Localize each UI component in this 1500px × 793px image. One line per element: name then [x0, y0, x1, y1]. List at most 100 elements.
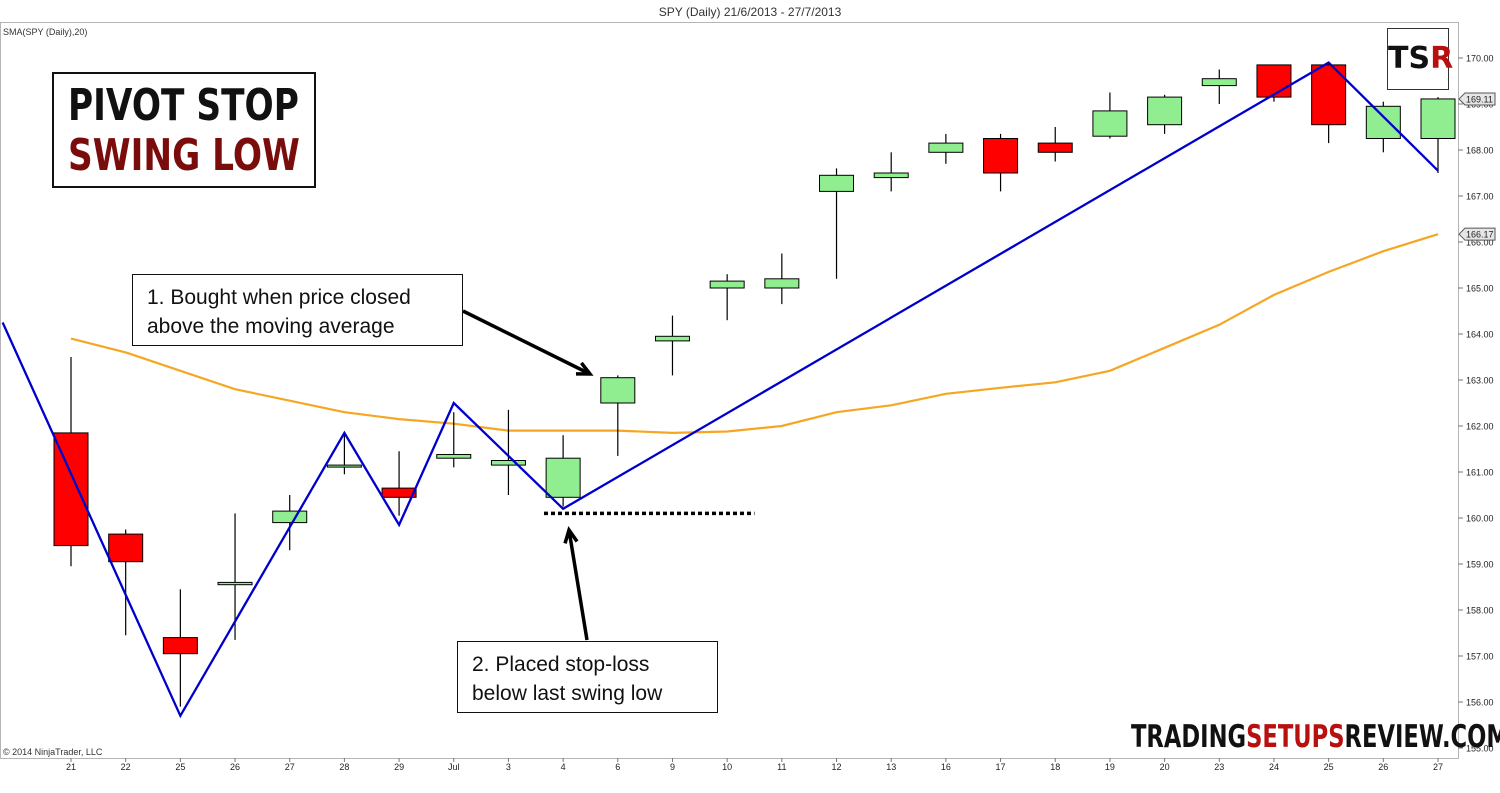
- candle-body: [272, 510, 308, 524]
- arrow-head: [563, 526, 579, 544]
- candle-body: [709, 280, 745, 289]
- note-bought-line-2: above the moving average: [147, 315, 395, 338]
- x-tick-label: 28: [339, 762, 349, 772]
- candle: [108, 529, 144, 636]
- chart-title: SPY (Daily) 21/6/2013 - 27/7/2013: [659, 5, 842, 19]
- candle: [162, 589, 198, 707]
- arrow-to-entry: [462, 309, 594, 376]
- candle: [928, 133, 964, 164]
- candle: [873, 152, 909, 192]
- x-tick-label: 26: [230, 762, 240, 772]
- y-tick-label: 155.00: [1466, 744, 1494, 754]
- x-tick-label: 3: [506, 762, 511, 772]
- candle-body: [1092, 110, 1128, 137]
- price-marker-tag: [1458, 227, 1496, 241]
- x-tick-label: 17: [996, 762, 1006, 772]
- arrow-head: [575, 361, 594, 376]
- candle-body: [1365, 105, 1401, 140]
- site-watermark: TRADINGSETUPSREVIEW.COM: [1131, 719, 1500, 759]
- x-tick-label: 16: [941, 762, 951, 772]
- candle-body: [1420, 98, 1456, 140]
- y-tick-label: 165.00: [1466, 284, 1494, 294]
- logo-text-b: R: [1430, 41, 1454, 76]
- candle-body: [873, 172, 909, 179]
- candle-body: [108, 533, 144, 563]
- x-tick-label: 21: [66, 762, 76, 772]
- title-box: PIVOT STOP SWING LOW: [52, 72, 316, 188]
- swing-zigzag-line: [1, 61, 1439, 719]
- candle: [490, 409, 526, 495]
- candle: [1256, 64, 1292, 102]
- candle: [1037, 127, 1073, 162]
- candle-body: [1147, 96, 1183, 126]
- watermark-part-1: TRADING: [1131, 719, 1247, 755]
- tsr-logo: TSR: [1387, 28, 1453, 90]
- candle: [53, 357, 89, 567]
- sma-line: [70, 233, 1439, 435]
- price-marker-tag: [1458, 92, 1496, 106]
- y-tick-label: 157.00: [1466, 652, 1494, 662]
- x-tick-label: 20: [1160, 762, 1170, 772]
- candle: [819, 168, 855, 279]
- candle: [326, 432, 362, 475]
- price-marker-label: 169.11: [1466, 94, 1493, 104]
- candle: [545, 435, 581, 507]
- y-tick-label: 158.00: [1466, 606, 1494, 616]
- x-tick-label: 24: [1269, 762, 1279, 772]
- y-tick-label: 160.00: [1466, 514, 1494, 524]
- candle: [272, 495, 308, 551]
- candle: [1147, 94, 1183, 134]
- x-tick-label: 10: [722, 762, 732, 772]
- y-tick-label: 156.00: [1466, 698, 1494, 708]
- y-tick-label: 161.00: [1466, 468, 1494, 478]
- x-tick-label: Jul: [448, 762, 460, 772]
- y-tick-label: 159.00: [1466, 560, 1494, 570]
- price-marker-label: 166.17: [1466, 230, 1494, 240]
- title-line-2: SWING LOW: [68, 130, 300, 181]
- candle-body: [545, 457, 581, 498]
- plot-frame: [0, 22, 1459, 759]
- candle: [1420, 97, 1456, 173]
- candle: [654, 315, 690, 376]
- x-tick-label: 18: [1050, 762, 1060, 772]
- candle-body: [600, 377, 636, 404]
- candle-body: [436, 454, 472, 459]
- candle-body: [928, 142, 964, 153]
- y-tick-label: 167.00: [1466, 192, 1494, 202]
- x-tick-label: 4: [561, 762, 566, 772]
- note-stop-line-2: below last swing low: [472, 682, 663, 705]
- x-tick-label: 25: [175, 762, 185, 772]
- y-tick-label: 163.00: [1466, 376, 1494, 386]
- watermark-part-2: SETUPS: [1246, 719, 1345, 755]
- candle-body: [217, 581, 253, 586]
- candle: [764, 253, 800, 305]
- note-stop-line-1: 2. Placed stop-loss: [472, 653, 650, 676]
- title-line-1: PIVOT STOP: [68, 80, 299, 131]
- y-tick-label: 166.00: [1466, 238, 1494, 248]
- x-tick-label: 23: [1214, 762, 1224, 772]
- candle: [1092, 92, 1128, 139]
- candle-body: [381, 487, 417, 498]
- y-tick-label: 168.00: [1466, 146, 1494, 156]
- arrow-to-stop: [563, 526, 589, 641]
- candle-body: [654, 335, 690, 342]
- x-tick-label: 6: [615, 762, 620, 772]
- watermark-part-3: REVIEW.COM: [1344, 719, 1500, 755]
- y-tick-label: 162.00: [1466, 422, 1494, 432]
- x-tick-label: 25: [1324, 762, 1334, 772]
- candle: [381, 451, 417, 516]
- candle: [217, 513, 253, 640]
- note-bought: 1. Bought when price closed above the mo…: [132, 274, 463, 346]
- x-tick-label: 19: [1105, 762, 1115, 772]
- candle-body: [326, 464, 362, 468]
- copyright-text: © 2014 NinjaTrader, LLC: [3, 747, 103, 757]
- candle: [983, 133, 1019, 192]
- x-tick-label: 12: [832, 762, 842, 772]
- candle: [436, 412, 472, 468]
- candle-body: [819, 174, 855, 192]
- candle-body: [1201, 78, 1237, 87]
- candle-body: [162, 637, 198, 655]
- x-tick-label: 27: [1433, 762, 1443, 772]
- x-tick-label: 26: [1378, 762, 1388, 772]
- candle-body: [490, 460, 526, 466]
